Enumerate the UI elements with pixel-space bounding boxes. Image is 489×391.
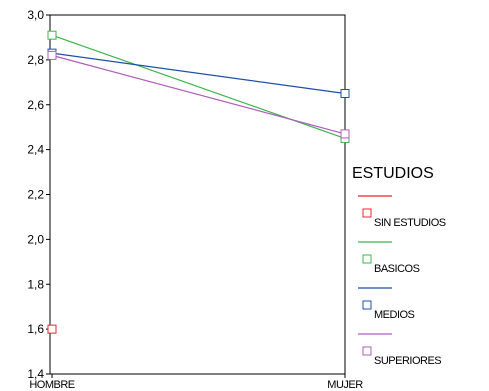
y-tick-label: 1,8 xyxy=(27,277,44,291)
y-tick-label: 2,2 xyxy=(27,188,44,202)
legend-marker-swatch xyxy=(362,254,372,264)
data-point-marker xyxy=(340,89,350,99)
legend-title: ESTUDIOS xyxy=(352,165,434,182)
y-tick-label: 1,4 xyxy=(27,367,44,381)
legend-label: MEDIOS xyxy=(374,309,415,321)
legend-marker-swatch xyxy=(362,300,372,310)
plot-area xyxy=(49,14,346,375)
legend: ESTUDIOS SIN ESTUDIOS BASICOS MEDIOS SUPERI… xyxy=(352,165,446,367)
data-point-marker xyxy=(47,30,57,40)
series-lines xyxy=(51,34,346,139)
data-point-marker xyxy=(47,324,57,334)
y-tick-label: 2,0 xyxy=(27,232,44,246)
legend-label: SIN ESTUDIOS xyxy=(374,217,446,229)
y-tick-label: 2,8 xyxy=(27,53,44,67)
data-point-marker xyxy=(340,129,350,139)
legend-label: SUPERIORES xyxy=(374,355,441,367)
legend-label: BASICOS xyxy=(374,263,420,275)
series-line xyxy=(51,52,346,95)
y-tick-label: 3,0 xyxy=(27,8,44,22)
legend-marker-swatch xyxy=(362,208,372,218)
x-axis: HOMBRE MUJER xyxy=(29,374,364,391)
y-tick-label: 1,6 xyxy=(27,322,44,336)
x-tick-label: HOMBRE xyxy=(29,379,74,391)
series-line xyxy=(51,54,346,135)
x-tick-label: MUJER xyxy=(327,379,363,391)
series-points xyxy=(47,30,350,334)
series-line xyxy=(51,34,346,139)
legend-marker-swatch xyxy=(362,346,372,356)
y-tick-label: 2,4 xyxy=(27,143,44,157)
y-tick-label: 2,6 xyxy=(27,98,44,112)
y-axis: 1,4 1,6 1,8 2,0 2,2 2,4 2,6 2,8 3,0 xyxy=(27,8,50,381)
plot-frame xyxy=(49,14,346,375)
data-point-marker xyxy=(47,50,57,60)
